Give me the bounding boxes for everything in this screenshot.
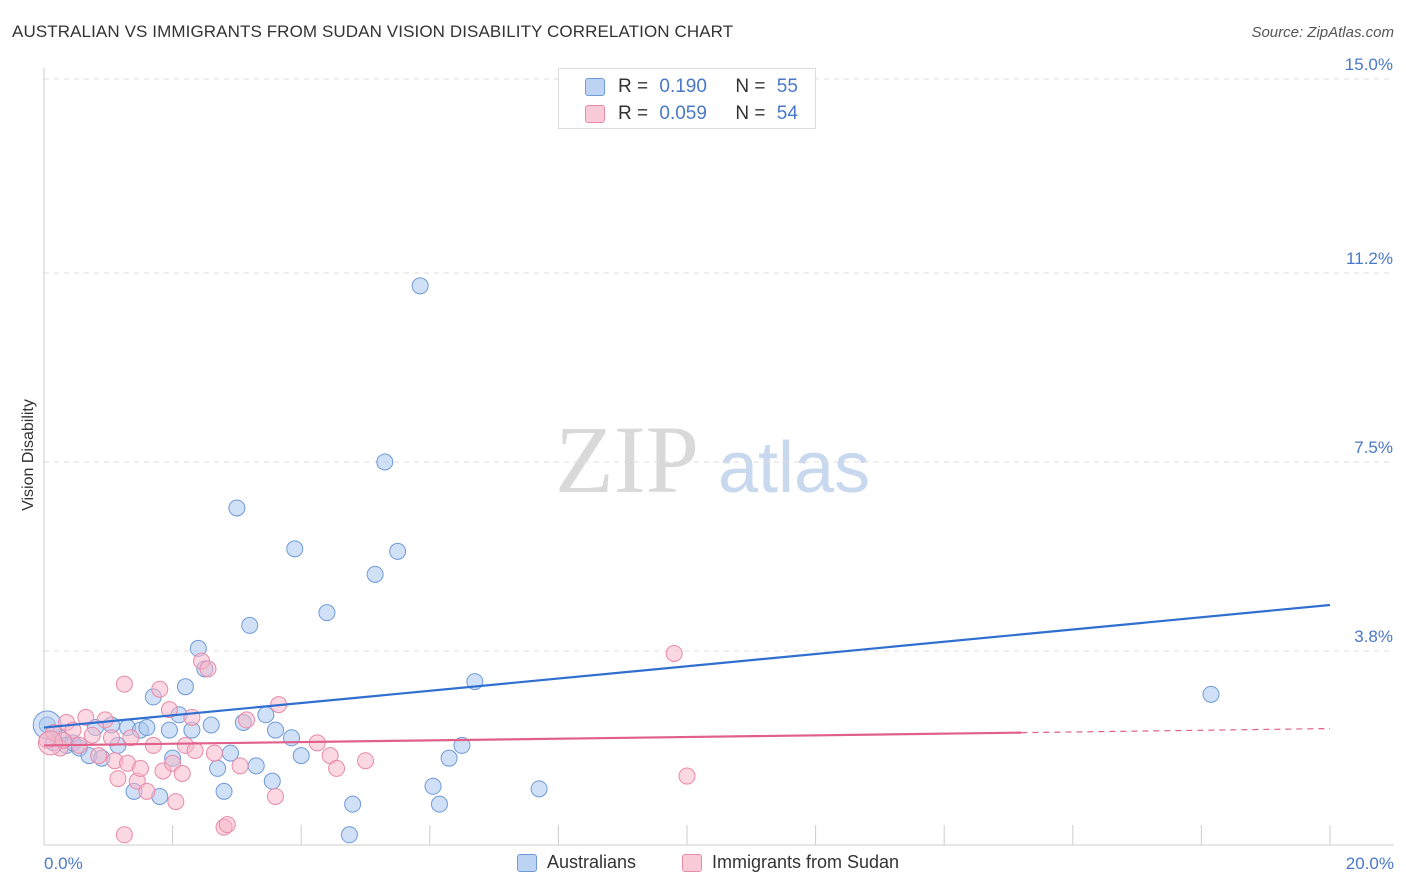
sudan-point [151, 680, 169, 698]
sudan-point [231, 757, 249, 775]
watermark-zip: ZIP [555, 406, 699, 513]
legend-swatch-blue [585, 78, 605, 96]
sudan-trendline [43, 731, 1022, 747]
sudan-point [160, 701, 178, 719]
australians-point [1202, 685, 1220, 703]
sudan-point [173, 765, 191, 783]
australians-point [257, 706, 275, 724]
sudan-point [199, 660, 217, 678]
legend-row-sudan: R = 0.059 N = 54 [585, 103, 798, 125]
australians-point [376, 453, 394, 471]
y-axis-label: Vision Disability [20, 399, 37, 511]
x-tick-label-min: 0.0% [44, 854, 83, 873]
sudan-point [238, 711, 256, 729]
australians-point [366, 565, 384, 583]
sudan-point [218, 816, 236, 834]
tick-labels: 3.8% 7.5% 11.2% 15.0% 0.0% 20.0% [44, 55, 1394, 873]
legend-r-label: R = [618, 76, 649, 97]
australians-point [228, 499, 246, 517]
australians-point [411, 277, 429, 295]
y-tick-label: 15.0% [1345, 55, 1393, 74]
y-tick-label: 7.5% [1354, 438, 1393, 457]
source-label: Source: ZipAtlas.com [1251, 24, 1394, 41]
bottom-legend-sudan: Immigrants from Sudan [682, 852, 899, 873]
australians-point [344, 795, 362, 813]
watermark-atlas: atlas [718, 428, 870, 508]
australians-point [241, 616, 259, 634]
sudan-point [205, 744, 223, 762]
australians-point [160, 721, 178, 739]
australians-point [340, 826, 358, 844]
sudan-point [83, 726, 101, 744]
sudan-points [37, 645, 696, 844]
bottom-legend-australians: Australians [517, 852, 636, 873]
australians-point [318, 604, 336, 622]
grid-lines [44, 78, 1394, 652]
sudan-point [77, 708, 95, 726]
bottom-swatch-blue [517, 853, 537, 872]
bottom-legend: Australians Immigrants from Sudan [0, 852, 1406, 876]
australians-point [176, 678, 194, 696]
legend-r-label: R = [618, 103, 649, 124]
australians-point [530, 780, 548, 798]
australians-point [209, 759, 227, 777]
australians-point [138, 719, 156, 737]
sudan-point [183, 708, 201, 726]
legend-r-value: 0.059 [659, 103, 707, 124]
sudan-point [357, 752, 374, 770]
x-tick-label-max: 20.0% [1346, 854, 1394, 873]
legend-n-value: 54 [776, 103, 798, 124]
australians-point [389, 542, 407, 560]
australians-point [424, 777, 442, 795]
watermark: ZIP atlas [555, 406, 870, 513]
australians-trendline [43, 603, 1331, 729]
australians-point [202, 716, 220, 734]
sudan-point [37, 730, 63, 756]
australians-point [266, 721, 284, 739]
australians-point [453, 736, 471, 754]
legend-n-label: N = [735, 103, 766, 124]
sudan-point [115, 826, 133, 844]
y-tick-label: 11.2% [1346, 249, 1393, 268]
australians-point [283, 729, 301, 747]
bottom-swatch-pink [682, 853, 702, 872]
trend-lines [43, 603, 1331, 747]
sudan-point [266, 787, 284, 805]
australians-point [263, 772, 281, 790]
sudan-point [144, 736, 162, 754]
sudan-point [96, 711, 114, 729]
legend-swatch-pink [585, 105, 605, 123]
sudan-point [186, 742, 204, 760]
sudan-point [103, 729, 121, 747]
sudan-point [122, 729, 140, 747]
australians-point [292, 747, 310, 765]
y-tick-label: 3.8% [1354, 627, 1393, 646]
legend: R = 0.190 N = 55 R = 0.059 N = 54 [558, 68, 816, 129]
sudan-point [90, 747, 108, 765]
sudan-point [138, 782, 156, 800]
legend-row-australians: R = 0.190 N = 55 [585, 76, 798, 98]
legend-n-label: N = [735, 76, 766, 97]
australians-point [215, 782, 233, 800]
sudan-point [115, 675, 133, 693]
bottom-legend-sudan-label: Immigrants from Sudan [712, 852, 900, 872]
sudan-point [109, 770, 127, 788]
sudan-point [678, 767, 696, 785]
legend-r-value: 0.190 [659, 76, 707, 97]
sudan-trendline-extension [1021, 727, 1331, 734]
axes [43, 68, 1394, 846]
australians-point [286, 540, 304, 558]
australians-point [440, 749, 458, 767]
sudan-point [131, 759, 149, 777]
australians-point [247, 757, 265, 775]
chart-title: AUSTRALIAN VS IMMIGRANTS FROM SUDAN VISI… [12, 22, 734, 41]
sudan-point [167, 793, 185, 811]
legend-n-value: 55 [776, 76, 798, 97]
bottom-legend-australians-label: Australians [547, 852, 637, 872]
sudan-point [328, 759, 346, 777]
sudan-point [665, 645, 683, 662]
australians-point [430, 795, 448, 813]
